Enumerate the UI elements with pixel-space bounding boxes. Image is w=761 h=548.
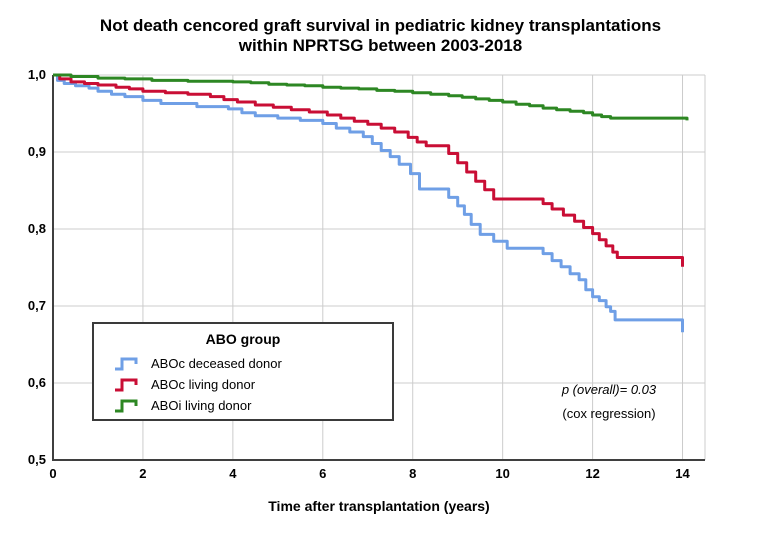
x-tick-label: 10 — [495, 466, 510, 481]
legend-item-label: ABOc deceased donor — [151, 356, 282, 371]
x-tick-label: 8 — [409, 466, 417, 481]
legend-item-aboi-living: ABOi living donor — [112, 395, 392, 416]
step-line-icon — [115, 378, 138, 392]
y-tick-label: 0,8 — [27, 221, 46, 236]
x-tick-label: 6 — [319, 466, 327, 481]
legend-title: ABO group — [205, 331, 281, 347]
series-line-aboc-deceased-donor — [53, 73, 684, 333]
legend-item-label: ABOi living donor — [151, 398, 252, 413]
x-tick-label: 12 — [585, 466, 600, 481]
chart-title: Not death cencored graft survival in ped… — [0, 16, 761, 56]
step-line-icon — [115, 399, 138, 413]
step-line-icon — [115, 357, 138, 371]
y-tick-label: 0,5 — [27, 452, 46, 467]
y-tick-label: 1,0 — [27, 67, 46, 82]
x-tick-label: 4 — [229, 466, 237, 481]
legend-item-label: ABOc living donor — [151, 377, 256, 392]
y-tick-label: 0,9 — [27, 144, 46, 159]
x-axis-title: Time after transplantation (years) — [268, 498, 490, 514]
x-tick-label: 14 — [675, 466, 690, 481]
legend-item-aboc-living: ABOc living donor — [112, 374, 392, 395]
legend-items: ABOc deceased donor ABOc living donor AB… — [112, 353, 392, 416]
p-value-annotation: p (overall)= 0.03 (cox regression) — [528, 382, 690, 422]
cox-regression-text: (cox regression) — [562, 406, 656, 421]
chart-title-line1: Not death cencored graft survival in ped… — [99, 16, 662, 35]
p-value-text: p (overall)= 0.03 — [561, 382, 657, 397]
x-tick-label: 2 — [139, 466, 147, 481]
series-line-aboc-living-donor — [53, 73, 684, 267]
chart-title-line2: within NPRTSG between 2003-2018 — [238, 36, 523, 55]
x-tick-label: 0 — [49, 466, 57, 481]
legend-item-aboc-deceased: ABOc deceased donor — [112, 353, 392, 374]
y-tick-label: 0,6 — [27, 375, 46, 390]
legend: ABO group ABOc deceased donor ABOc livin… — [92, 322, 394, 421]
y-tick-label: 0,7 — [27, 298, 46, 313]
series-line-aboi-living-donor — [53, 73, 689, 121]
